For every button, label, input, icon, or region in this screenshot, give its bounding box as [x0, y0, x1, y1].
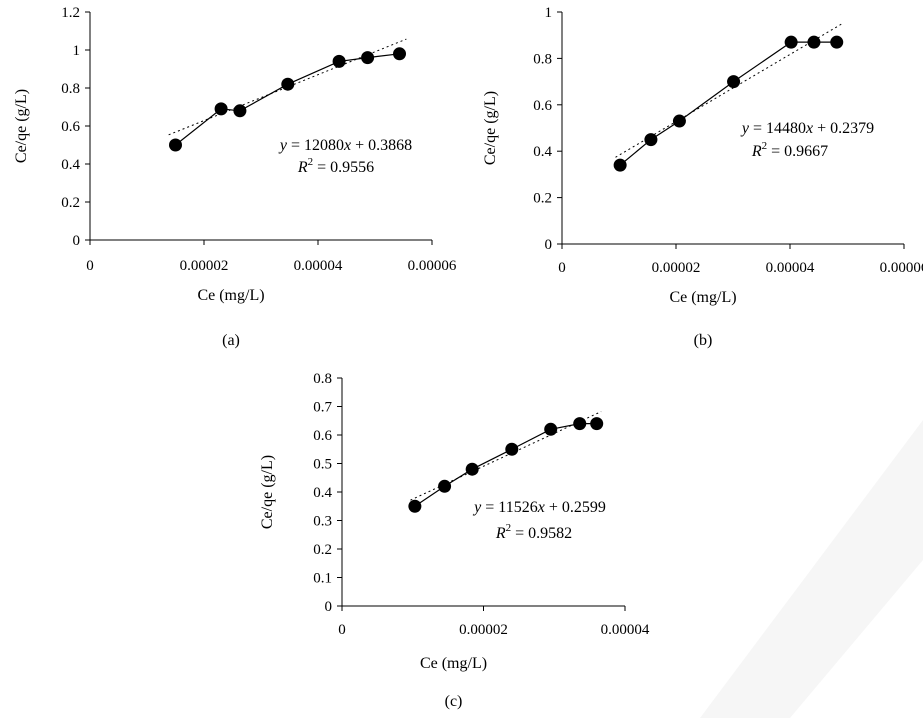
data-point	[613, 158, 627, 172]
x-tick-label: 0.00006	[880, 260, 923, 276]
y-tick-label: 0.2	[533, 191, 552, 207]
y-tick-label: 0.8	[313, 371, 332, 387]
y-tick-label: 0.8	[61, 81, 80, 97]
data-point	[438, 479, 452, 493]
chart-panel-c: 0 0.1 0.2 0.3 0.4 0.5 0.6 0.7 0.8 0 0.00002 0.00004…	[259, 371, 650, 710]
data-point	[830, 35, 844, 49]
y-tick-label: 0.2	[313, 542, 332, 558]
data-point	[544, 422, 558, 436]
regression-equation: y = 14480x + 0.2379	[740, 120, 874, 137]
panel-label: (b)	[694, 332, 713, 349]
y-axis-title: Ce/qe (g/L)	[13, 89, 30, 163]
data-point	[590, 417, 604, 431]
y-tick-label: 0.6	[61, 119, 80, 135]
panel-label: (a)	[222, 332, 240, 349]
series-line	[175, 53, 400, 146]
y-tick-label: 0.5	[313, 457, 332, 473]
data-point	[784, 35, 798, 49]
data-point	[332, 54, 346, 68]
x-tick-label: 0	[558, 260, 566, 276]
y-tick-label: 0	[545, 237, 553, 253]
panel-label: (c)	[445, 693, 463, 710]
r-squared-label: R2 = 0.9667	[751, 140, 828, 160]
trendline	[615, 23, 842, 158]
y-axis-title: Ce/qe (g/L)	[259, 455, 276, 529]
y-axis-title: Ce/qe (g/L)	[482, 91, 499, 165]
y-tick-label: 0.8	[533, 51, 552, 67]
x-tick-label: 0.00002	[459, 622, 508, 638]
x-tick-label: 0.00002	[652, 260, 701, 276]
y-tick-label: 0.1	[313, 571, 332, 587]
chart-panel-b: 0 0.2 0.4 0.6 0.8 1 0 0.00002 0.00004 0.00006 Ce (…	[482, 5, 923, 349]
data-point	[281, 77, 295, 91]
y-tick-label: 0.4	[533, 144, 552, 160]
r-squared-label: R2 = 0.9556	[297, 156, 374, 176]
y-tick-label: 0.7	[313, 400, 332, 416]
data-point	[727, 75, 741, 89]
data-point	[233, 104, 247, 118]
data-point	[672, 114, 686, 128]
watermark-band	[700, 420, 923, 718]
x-axis-title: Ce (mg/L)	[197, 287, 264, 304]
y-tick-label: 0.2	[61, 195, 80, 211]
y-tick-label: 0	[73, 233, 81, 249]
series-line	[414, 423, 597, 507]
x-tick-label: 0.00004	[294, 258, 343, 274]
x-axis-title: Ce (mg/L)	[669, 289, 736, 306]
x-tick-label: 0.00006	[408, 258, 457, 274]
data-point	[573, 417, 587, 431]
y-tick-label: 1	[545, 5, 553, 21]
x-tick-label: 0.00002	[180, 258, 229, 274]
x-tick-label: 0	[338, 622, 346, 638]
data-point	[169, 138, 182, 152]
r-squared-label: R2 = 0.9582	[495, 522, 572, 542]
x-tick-label: 0	[86, 258, 94, 274]
data-point	[505, 442, 519, 456]
y-tick-label: 0.4	[313, 485, 332, 501]
data-point	[361, 51, 375, 65]
x-tick-label: 0.00004	[601, 622, 650, 638]
data-point	[465, 462, 479, 476]
y-tick-label: 0	[325, 599, 333, 615]
y-tick-label: 1	[73, 43, 81, 59]
y-tick-label: 0.6	[313, 428, 332, 444]
x-axis-title: Ce (mg/L)	[420, 655, 487, 672]
x-tick-label: 0.00004	[766, 260, 815, 276]
data-point	[214, 102, 228, 116]
y-tick-label: 0.3	[313, 514, 332, 530]
chart-panel-a: 0 0.2 0.4 0.6 0.8 1 1.2 0 0.00002 0.00004 0.00006 C…	[13, 5, 457, 349]
data-point	[644, 133, 658, 147]
data-point	[807, 35, 821, 49]
y-tick-label: 0.6	[533, 98, 552, 114]
regression-equation: y = 12080x + 0.3868	[278, 137, 412, 154]
data-point	[393, 47, 407, 61]
y-tick-label: 1.2	[61, 5, 80, 21]
y-tick-label: 0.4	[61, 157, 80, 173]
data-point	[408, 499, 422, 513]
regression-equation: y = 11526x + 0.2599	[472, 499, 606, 516]
